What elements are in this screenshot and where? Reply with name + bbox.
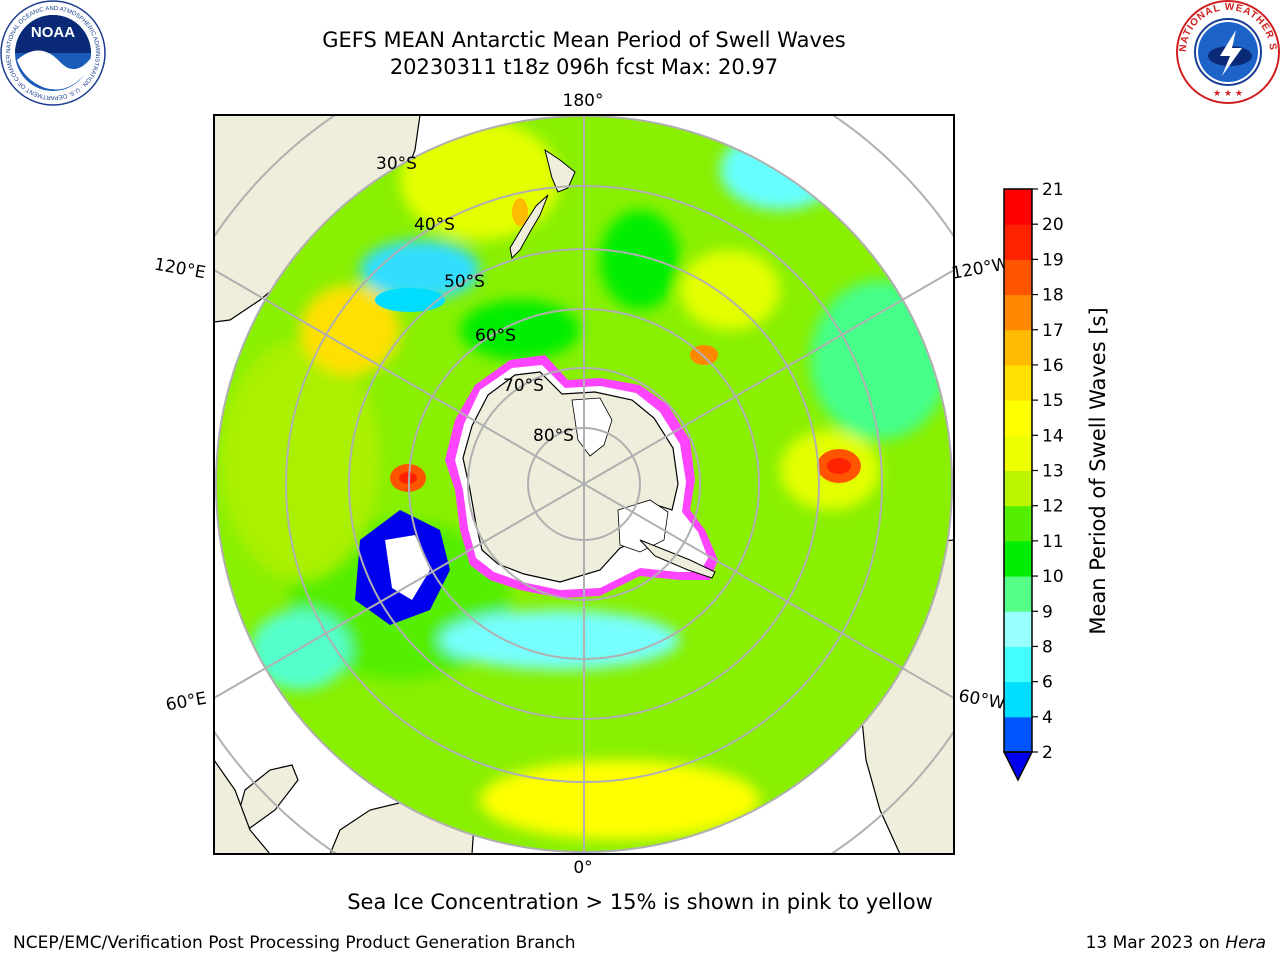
lat-label-50s: 50°S bbox=[444, 272, 485, 292]
colorbar-segment bbox=[1004, 470, 1032, 507]
colorbar-segment bbox=[1004, 364, 1032, 401]
colorbar-tick-label: 4 bbox=[1042, 708, 1053, 728]
antarctic-peninsula bbox=[639, 539, 716, 579]
colorbar-segment bbox=[1004, 294, 1032, 331]
svg-text:★ ★ ★: ★ ★ ★ bbox=[1213, 89, 1243, 99]
map-area bbox=[214, 115, 954, 854]
lon-label-60e: 60°E bbox=[164, 689, 208, 716]
colorbar-segment bbox=[1004, 224, 1032, 260]
colorbar-segment bbox=[1004, 400, 1032, 436]
colorbar-segment bbox=[1004, 259, 1032, 296]
lat-label-70s: 70°S bbox=[503, 376, 544, 396]
colorbar-segment bbox=[1004, 189, 1032, 225]
latitude-labels: 30°S 40°S 50°S 60°S 70°S 80°S bbox=[376, 154, 574, 446]
lat-label-60s: 60°S bbox=[475, 326, 516, 346]
new-zealand bbox=[509, 148, 576, 260]
chart-subtitle: 20230311 t18z 096h fcst Max: 20.97 bbox=[389, 55, 779, 79]
colorbar-tick-label: 20 bbox=[1042, 215, 1064, 235]
colorbar-tick-label: 9 bbox=[1042, 602, 1053, 622]
colorbar-tick-label: 11 bbox=[1042, 532, 1064, 552]
colorbar-tick-label: 12 bbox=[1042, 497, 1064, 517]
colorbar-tick-label: 19 bbox=[1042, 250, 1064, 270]
footer-date: 13 Mar 2023 on Hera bbox=[1086, 933, 1266, 953]
footer-date-text: 13 Mar 2023 on bbox=[1085, 933, 1226, 953]
noaa-logo: NOAA NATIONAL OCEANIC AND ATMOSPHERIC AD… bbox=[0, 0, 106, 106]
colorbar: 2 4 6 8 9 10 11 12 13 14 15 16 17 18 19 20 21 bbox=[1002, 180, 1064, 782]
lon-label-0: 0° bbox=[573, 858, 592, 878]
colorbar-segment bbox=[1004, 611, 1032, 647]
ross-ice-shelf bbox=[571, 397, 613, 457]
colorbar-label: Mean Period of Swell Waves [s] bbox=[1086, 307, 1110, 634]
nws-logo: NATIONAL WEATHER SERVICE ★ ★ ★ bbox=[1176, 0, 1280, 104]
lon-label-60w: 60°W bbox=[957, 686, 1007, 714]
lat-label-30s: 30°S bbox=[376, 154, 417, 174]
colorbar-segment bbox=[1004, 435, 1032, 471]
lon-label-120w: 120°W bbox=[950, 254, 1011, 284]
colorbar-tick-label: 21 bbox=[1042, 180, 1064, 200]
colorbar-segment bbox=[1004, 576, 1032, 612]
colorbar-extend-triangle bbox=[1002, 751, 1034, 782]
chart-title: GEFS MEAN Antarctic Mean Period of Swell… bbox=[322, 28, 846, 52]
lon-label-180: 180° bbox=[563, 91, 604, 111]
footer-machine: Hera bbox=[1225, 933, 1266, 953]
lon-label-120e: 120°E bbox=[153, 255, 207, 284]
colorbar-tick-label: 2 bbox=[1042, 743, 1053, 763]
colorbar-segment bbox=[1004, 681, 1032, 718]
colorbar-tick-label: 16 bbox=[1042, 356, 1064, 376]
colorbar-tick-label: 8 bbox=[1042, 637, 1053, 657]
colorbar-segment bbox=[1004, 505, 1032, 542]
map-frame bbox=[213, 114, 955, 855]
colorbar-tick-label: 18 bbox=[1042, 286, 1064, 306]
colorbar-tick-label: 17 bbox=[1042, 321, 1064, 341]
weddell-ice-shelf bbox=[617, 499, 669, 553]
colorbar-segment bbox=[1004, 329, 1032, 366]
colorbar-tick-label: 10 bbox=[1042, 567, 1064, 587]
colorbar-tick-label: 14 bbox=[1042, 426, 1064, 446]
colorbar-tick-label: 13 bbox=[1042, 462, 1064, 482]
colorbar-tick-label: 6 bbox=[1042, 673, 1053, 693]
footer-credit: NCEP/EMC/Verification Post Processing Pr… bbox=[13, 933, 576, 953]
africa-southwest-land bbox=[214, 758, 271, 854]
lat-label-40s: 40°S bbox=[414, 215, 455, 235]
lat-label-80s: 80°S bbox=[533, 426, 574, 446]
sea-ice-note: Sea Ice Concentration > 15% is shown in … bbox=[347, 890, 933, 914]
colorbar-segment bbox=[1004, 716, 1032, 753]
noaa-logo-text: NOAA bbox=[31, 24, 75, 41]
short-period-zone bbox=[355, 288, 450, 625]
colorbar-segment bbox=[1004, 646, 1032, 683]
colorbar-segment bbox=[1004, 540, 1032, 577]
colorbar-tick-label: 15 bbox=[1042, 391, 1064, 411]
antarctica bbox=[445, 355, 718, 598]
